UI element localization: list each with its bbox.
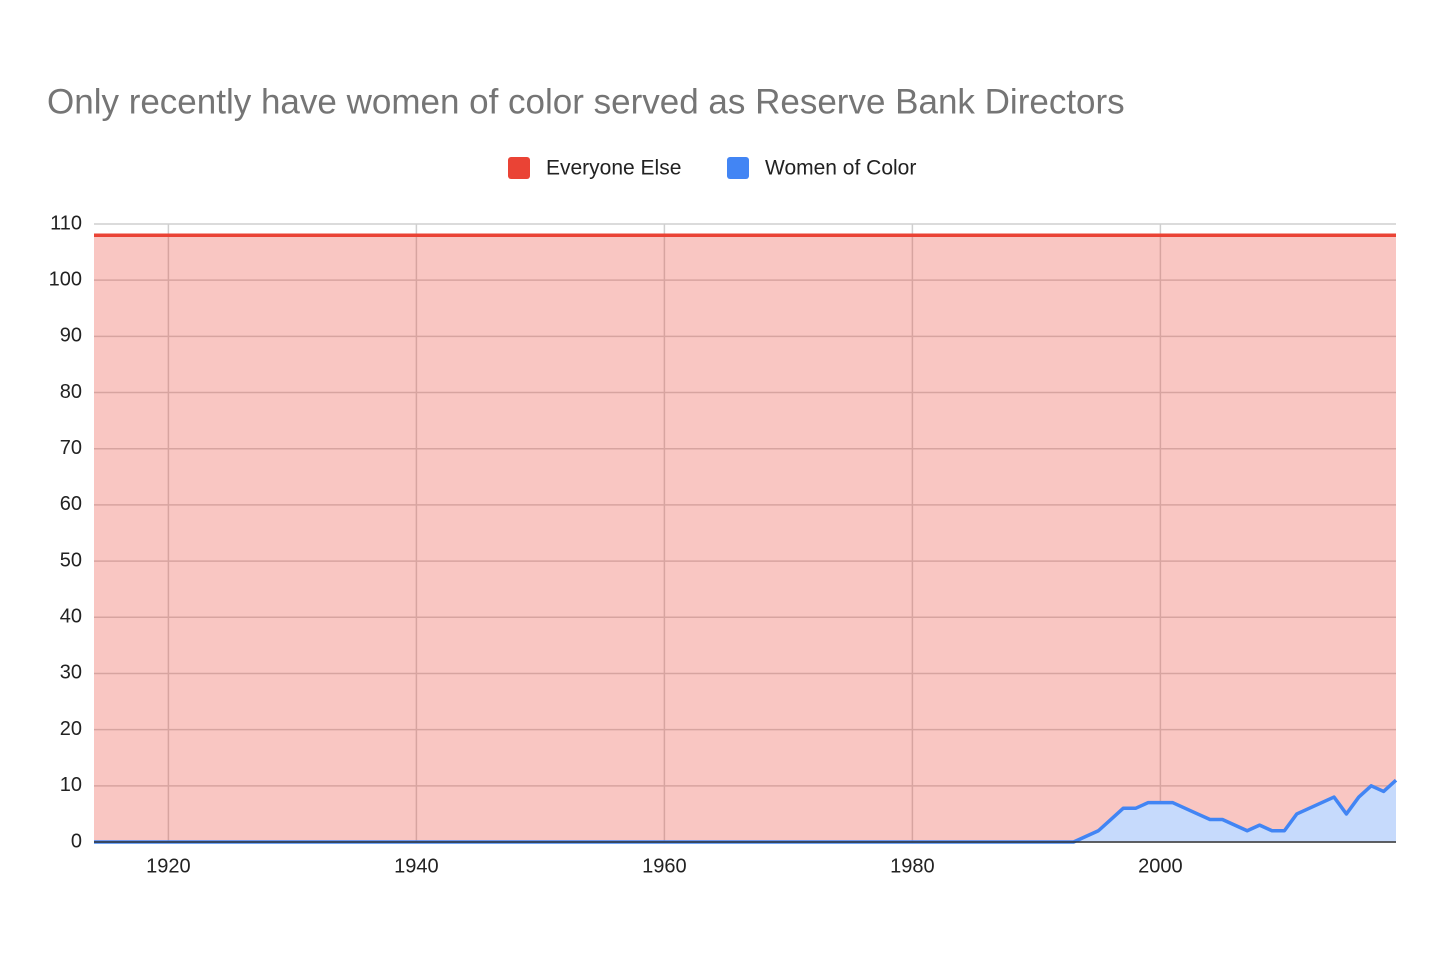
area — [94, 235, 1396, 843]
legend-label: Everyone Else — [546, 157, 681, 180]
y-tick-label: 100 — [49, 268, 82, 290]
x-tick-label: 1960 — [642, 855, 687, 877]
x-tick-label: 1940 — [394, 855, 439, 877]
area-underlay — [94, 780, 1396, 842]
y-tick-label: 80 — [60, 381, 82, 403]
legend-label: Women of Color — [765, 157, 916, 180]
y-tick-label: 30 — [60, 662, 82, 684]
y-tick-label: 0 — [71, 830, 82, 852]
y-tick-label: 90 — [60, 325, 82, 347]
legend-swatch — [508, 157, 530, 179]
y-tick-label: 60 — [60, 493, 82, 515]
y-tick-label: 70 — [60, 437, 82, 459]
line — [94, 778, 1398, 844]
x-tick-label: 1920 — [146, 855, 191, 877]
legend-swatch — [727, 157, 749, 179]
y-tick-label: 50 — [60, 549, 82, 571]
y-tick-label: 110 — [50, 212, 82, 234]
chart-title: Only recently have women of color served… — [47, 82, 1125, 121]
y-tick-label: 20 — [60, 718, 82, 740]
y-tick-label: 10 — [60, 774, 82, 796]
x-tick-label: 1980 — [890, 855, 935, 877]
y-tick-label: 40 — [60, 606, 82, 628]
area — [94, 780, 1396, 842]
x-tick-label: 2000 — [1138, 855, 1183, 877]
